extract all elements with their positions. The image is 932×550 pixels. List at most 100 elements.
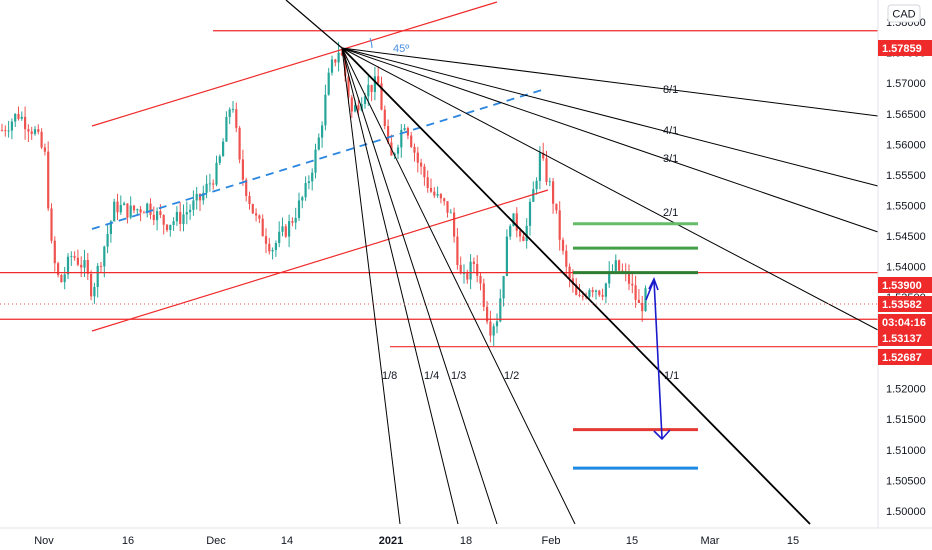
candle-body: [53, 240, 56, 264]
price-tag-label: 1.52687: [882, 352, 922, 364]
candle-body: [403, 128, 406, 130]
price-tag-box: [878, 330, 932, 346]
candle-body: [248, 196, 251, 204]
candle-body: [86, 260, 89, 274]
candle-body: [538, 152, 541, 181]
projection-arrow[interactable]: [645, 276, 671, 441]
candle-body: [476, 263, 479, 276]
candle-body: [443, 198, 446, 202]
channel-midline[interactable]: [91, 88, 546, 230]
candle-body: [7, 130, 10, 132]
candle-body: [271, 250, 274, 252]
time-axis[interactable]: Nov 16 Dec 14 2021 18 Feb 15 Mar 15: [0, 527, 932, 547]
candle-body: [396, 147, 400, 154]
fan-line-1-4[interactable]: [341, 47, 459, 525]
candle-body: [228, 109, 231, 117]
candle-body: [109, 221, 112, 234]
candle-body: [492, 326, 495, 336]
fan-label-4-1: 4/1: [663, 125, 678, 137]
candle-body: [367, 84, 370, 97]
candle-body: [106, 233, 109, 247]
fan-line-8-1[interactable]: [341, 47, 879, 117]
candle-body: [459, 264, 462, 274]
candle-body: [73, 256, 76, 258]
candle-body: [258, 215, 261, 219]
candle-body: [410, 135, 413, 147]
candle-body: [423, 166, 426, 178]
fan-line-1-3[interactable]: [341, 47, 498, 525]
candle-body: [479, 275, 482, 284]
candle-body: [169, 224, 172, 231]
price-tag-box: [878, 40, 932, 56]
candle-body: [307, 181, 310, 184]
x-tick-label: 15: [626, 535, 638, 547]
candle-body: [60, 274, 63, 283]
fan-label-2-1: 2/1: [663, 207, 678, 219]
candle-body: [581, 295, 584, 297]
candle-body: [192, 200, 195, 210]
candle-body: [30, 131, 33, 134]
fan-line-1-1[interactable]: [341, 47, 811, 525]
candle-body: [208, 183, 211, 185]
candle-body: [545, 158, 548, 182]
candle-body: [139, 209, 142, 213]
candle-body: [354, 105, 357, 112]
candle-body: [189, 209, 192, 213]
candle-body: [301, 197, 304, 201]
candle-body: [311, 172, 314, 182]
candle-body: [446, 201, 449, 213]
candle-body: [588, 290, 591, 297]
price-tag-label: 1.53582: [882, 299, 922, 311]
candle-body: [304, 183, 307, 198]
candle-body: [321, 125, 324, 138]
candle-body: [505, 236, 508, 277]
time-axis-ticks: Nov 16 Dec 14 2021 18 Feb 15 Mar 15: [34, 535, 799, 547]
candle-body: [288, 221, 291, 237]
candle-body: [255, 213, 258, 216]
candle-body: [413, 146, 416, 153]
candle-body: [614, 260, 617, 272]
candle-body: [495, 321, 499, 327]
price-tag-label: 1.53137: [882, 333, 922, 345]
candle-body: [519, 230, 522, 237]
candle-body: [195, 193, 198, 201]
candle-body: [387, 126, 390, 143]
price-tag-label: 1.57859: [882, 43, 922, 55]
candle-body: [129, 205, 132, 218]
candle-body: [486, 306, 489, 322]
angle-label: 45º: [393, 43, 409, 55]
fan-line-1-8[interactable]: [341, 47, 401, 525]
fan-line-3-1[interactable]: [341, 47, 879, 233]
fan-line-1-2[interactable]: [341, 47, 576, 525]
candle-body: [20, 116, 23, 119]
price-tag-label: 03:04:16: [882, 317, 926, 329]
x-tick-label: 18: [460, 535, 472, 547]
fan-line-4-1[interactable]: [341, 47, 879, 187]
price-axis[interactable]: 1.580001.575001.570001.565001.560001.555…: [877, 0, 932, 528]
candle-body: [344, 55, 347, 77]
candle-body: [601, 295, 604, 297]
candle-body: [63, 274, 66, 283]
candle-body: [594, 290, 598, 292]
fan-line-2-1[interactable]: [341, 47, 879, 331]
candle-body: [469, 261, 472, 280]
price-axis-background: [878, 0, 932, 528]
parallel-channel[interactable]: [91, 1, 549, 332]
candle-body: [522, 236, 525, 241]
candle-body: [40, 131, 43, 148]
gann-fan[interactable]: 45º 8/1 4/1 3/1 2/1 1/1 1/2 1/3 1/4 1/8: [285, 0, 879, 525]
candle-body: [37, 129, 40, 132]
currency-badge[interactable]: CAD: [892, 9, 915, 21]
candle-body: [330, 59, 334, 73]
channel-lower-line[interactable]: [91, 189, 549, 332]
channel-upper-line[interactable]: [91, 1, 498, 127]
candle-body: [198, 193, 202, 201]
candle-body: [631, 283, 634, 286]
candle-body: [327, 72, 330, 95]
fan-line-extension[interactable]: [285, 0, 343, 49]
currency-badge-box[interactable]: [887, 4, 921, 23]
candle-body: [231, 109, 235, 110]
price-tag-box: [878, 277, 932, 293]
